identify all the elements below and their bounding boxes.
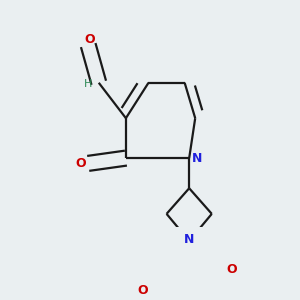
Text: N: N — [191, 152, 202, 165]
Text: N: N — [184, 233, 194, 246]
Text: O: O — [226, 263, 237, 276]
Text: H: H — [84, 79, 92, 89]
Text: O: O — [75, 157, 86, 170]
Text: O: O — [84, 33, 95, 46]
Text: O: O — [137, 284, 148, 297]
